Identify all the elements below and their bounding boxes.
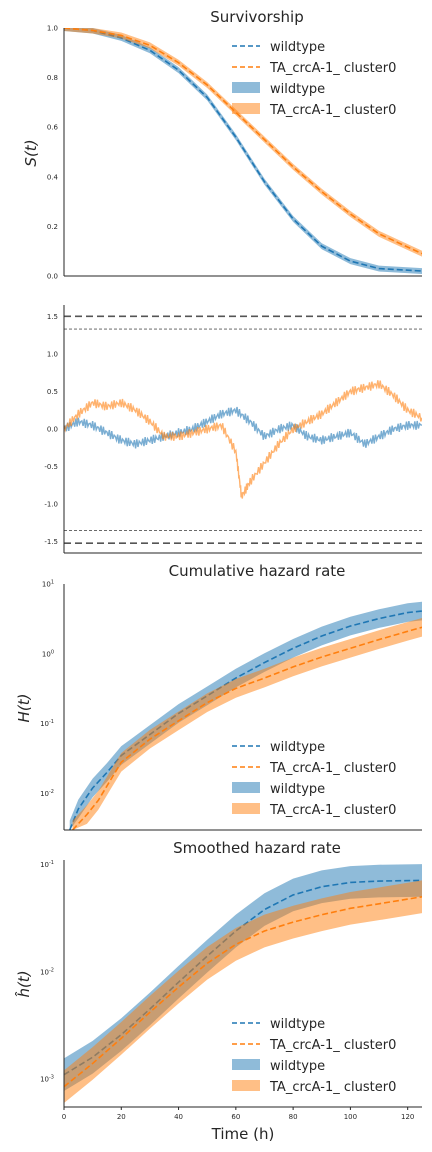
legend-entry: wildtype: [270, 1017, 325, 1032]
x-tick-label: 120: [401, 1113, 414, 1121]
y-tick-label: 1.5: [47, 313, 58, 321]
y-tick-label: -0.5: [44, 463, 58, 471]
y-tick-label: 0.5: [47, 388, 58, 396]
y-tick-label: 0.4: [47, 173, 59, 181]
legend-swatch-band: [232, 82, 260, 93]
y-tick-label: 0.0: [47, 426, 58, 434]
y-tick-label: 10-2: [40, 967, 54, 976]
panel-3-plot: [68, 601, 422, 830]
series-2-band: [72, 617, 422, 830]
y-tick-label: 101: [42, 580, 54, 589]
legend-entry: TA_crcA-1_ cluster0: [269, 761, 396, 776]
y-tick-label: -1.5: [44, 538, 58, 546]
y-tick-label: 10-2: [40, 789, 54, 798]
legend-entry: TA_crcA-1_ cluster0: [269, 1080, 396, 1095]
legend-entry: TA_crcA-1_ cluster0: [269, 803, 396, 818]
panel-3-title: Cumulative hazard rate: [169, 562, 346, 580]
legend-entry: TA_crcA-1_ cluster0: [269, 103, 396, 118]
legend-swatch-band: [232, 803, 260, 814]
x-tick-label: 20: [117, 1113, 126, 1121]
legend-entry: TA_crcA-1_ cluster0: [269, 61, 396, 76]
x-tick-label: 0: [62, 1113, 66, 1121]
series-1-band: [69, 601, 422, 830]
y-tick-label: 0.6: [47, 124, 59, 132]
legend-entry: wildtype: [270, 40, 325, 55]
panel-4-plot: [64, 864, 422, 1104]
panel-4-ylabel: ĥ(t): [14, 970, 33, 997]
panel-1-title: Survivorship: [210, 8, 303, 26]
legend-entry: wildtype: [270, 782, 325, 797]
legend-entry: wildtype: [270, 740, 325, 755]
legend-entry: wildtype: [270, 82, 325, 97]
legend-swatch-band: [232, 1059, 260, 1070]
panel-2-plot: [64, 380, 422, 499]
series-1-line: [64, 406, 422, 449]
x-axis-label: Time (h): [211, 1125, 275, 1143]
series-1-band: [64, 28, 422, 275]
y-tick-label: 10-3: [40, 1075, 54, 1084]
y-tick-label: 10-1: [40, 860, 54, 869]
legend-swatch-band: [232, 782, 260, 793]
y-tick-label: -1.0: [44, 501, 58, 509]
y-tick-label: 100: [42, 649, 54, 658]
y-tick-label: 0.8: [47, 74, 58, 82]
y-tick-label: 0.2: [47, 223, 58, 231]
panel-4-title: Smoothed hazard rate: [173, 839, 341, 857]
x-tick-label: 60: [231, 1113, 240, 1121]
y-tick-label: 1.0: [47, 25, 58, 33]
series-2-line: [72, 626, 422, 830]
series-2-line: [64, 380, 422, 499]
x-tick-label: 80: [289, 1113, 298, 1121]
y-tick-label: 0.0: [47, 273, 58, 281]
legend-swatch-band: [232, 1080, 260, 1091]
legend-entry: wildtype: [270, 1059, 325, 1074]
x-tick-label: 100: [344, 1113, 357, 1121]
x-tick-label: 40: [174, 1113, 183, 1121]
series-1-line: [64, 879, 422, 1076]
series-2-line: [64, 895, 422, 1088]
legend-entry: TA_crcA-1_ cluster0: [269, 1038, 396, 1053]
panel-1-ylabel: S(t): [22, 139, 40, 166]
y-tick-label: 1.0: [47, 350, 58, 358]
panel-3-ylabel: H(t): [15, 694, 33, 723]
y-tick-label: 10-1: [40, 719, 54, 728]
panel-1-plot: [64, 28, 422, 275]
series-2-line: [64, 28, 422, 255]
legend-swatch-band: [232, 103, 260, 114]
